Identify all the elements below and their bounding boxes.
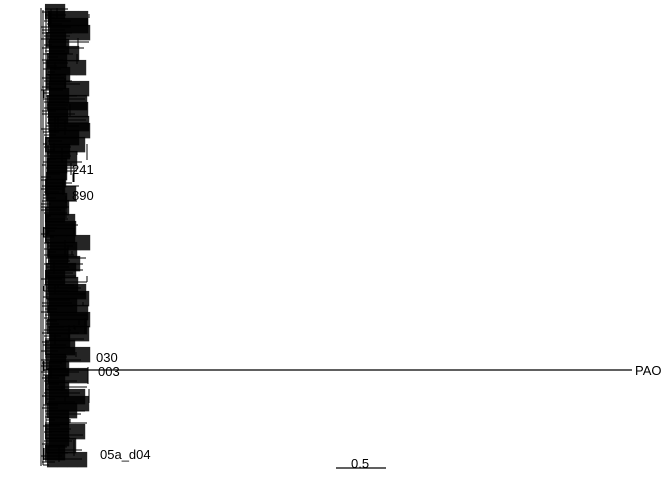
overlapping-tip-label: ██: [48, 409, 70, 426]
tip-label-241: 241: [72, 162, 94, 177]
overlapping-tip-label: ██: [46, 192, 68, 209]
tip-label-030: 030: [96, 350, 118, 365]
overlapping-tip-label: ███: [45, 185, 77, 202]
overlapping-tip-label: ███: [45, 220, 77, 237]
overlapping-tip-label: ████: [48, 290, 90, 307]
tree-branches: [40, 8, 90, 466]
overlapping-tip-label: ████: [44, 136, 86, 153]
overlapping-tip-label: ██: [46, 164, 68, 181]
overlapping-tip-label: ████: [49, 24, 91, 41]
overlapping-tip-label: ███: [45, 437, 77, 454]
overlapping-tip-label: ██: [44, 444, 66, 461]
overlapping-tip-label: ██: [47, 248, 69, 265]
overlapping-tip-label: ████: [46, 318, 88, 335]
overlapping-tip-label: ████: [44, 423, 86, 440]
overlapping-tip-label: ███: [46, 297, 78, 314]
overlapping-tip-label: ███: [48, 45, 80, 62]
tip-label-890: 890: [72, 188, 94, 203]
overlapping-tip-label: ████: [47, 101, 89, 118]
overlapping-tip-label: ██: [46, 52, 68, 69]
overlapping-tip-label: ████: [48, 325, 90, 342]
scale-bar-label: 0.5: [351, 456, 369, 471]
overlapping-tip-label: ███: [46, 402, 78, 419]
overlapping-tip-label: ███: [46, 241, 78, 258]
overlapping-tip-label: ████: [44, 388, 86, 405]
overlapping-tip-label: ██: [48, 381, 70, 398]
overlapping-tip-label: ██: [49, 66, 71, 83]
overlapping-tip-label: ██: [45, 171, 67, 188]
overlapping-tip-label: ██: [44, 178, 66, 195]
overlapping-tip-label: ███: [44, 213, 76, 230]
overlapping-tip-label: ██: [48, 38, 70, 55]
overlapping-tip-label: ████: [47, 10, 89, 27]
overlapping-tip-label: ████: [48, 80, 90, 97]
overlapping-tip-label: ███: [47, 276, 79, 293]
overlapping-tip-label: ███: [44, 339, 76, 356]
overlapping-tip-label: ████: [47, 304, 89, 321]
overlapping-tip-label: ██: [44, 269, 66, 286]
overlapping-tip-label: ██: [46, 157, 68, 174]
overlapping-tip-label: ████: [49, 346, 91, 363]
overlapping-tip-label: ████: [47, 367, 89, 384]
overlapping-tip-label: ████: [47, 17, 89, 34]
overlapping-tip-label: ███: [48, 129, 80, 146]
overlapping-tip-label: ██: [48, 199, 70, 216]
overlapping-tip-label: ██: [48, 360, 70, 377]
overlapping-tip-label: ████: [48, 395, 90, 412]
overlapping-tip-label: ████: [49, 234, 91, 251]
overlapping-tip-label: ██: [45, 73, 67, 90]
overlapping-tip-label: ████: [45, 283, 87, 300]
overlapping-tip-label: ██: [44, 206, 66, 223]
overlapping-tip-label: ██: [45, 353, 67, 370]
overlapping-tip-label: ████: [46, 451, 88, 468]
overlapping-tip-label: ████: [49, 122, 91, 139]
overlapping-tip-label: ██: [48, 416, 70, 433]
outgroup-label: PAO: [635, 363, 662, 378]
tip-label-003: 003: [98, 364, 120, 379]
overlapping-tip-label: ██: [49, 332, 71, 349]
overlapping-tip-label: ██: [44, 374, 66, 391]
overlapping-tip-label: ████: [49, 311, 91, 328]
overlapping-tip-label: ████: [48, 115, 90, 132]
overlapping-tip-label: ███: [46, 150, 78, 167]
overlapping-tip-label: ██: [48, 87, 70, 104]
tip-label-05a-d04: 05a_d04: [100, 447, 151, 462]
overlapping-tip-label: ██: [44, 3, 66, 20]
overlapping-tip-label: ███: [45, 262, 77, 279]
overlapping-tip-label: ████: [46, 94, 88, 111]
overlapping-tip-label: ██: [48, 430, 70, 447]
overlapping-tip-label: ██: [47, 108, 69, 125]
overlapping-tip-label: ███: [44, 227, 76, 244]
overlapping-tip-label: ██: [49, 143, 71, 160]
tip-label-cluster: ████████████████████████████████████████…: [44, 3, 91, 468]
overlapping-tip-label: ███: [49, 255, 81, 272]
overlapping-tip-label: ██: [45, 31, 67, 48]
overlapping-tip-label: ████: [45, 59, 87, 76]
